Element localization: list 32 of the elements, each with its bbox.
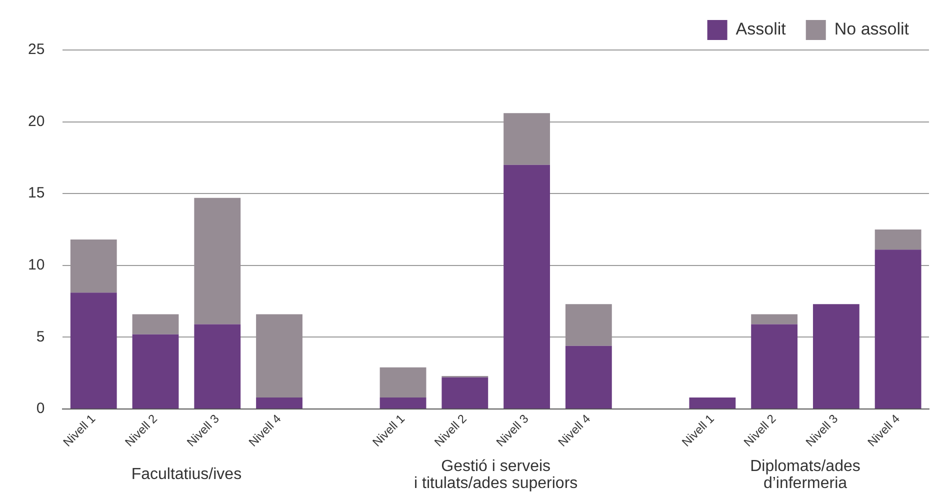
bar: [689, 398, 736, 408]
y-tick-label: 20: [28, 112, 45, 130]
y-tick-label: 10: [28, 256, 45, 274]
bar: [194, 198, 241, 324]
bar: [442, 377, 488, 408]
bar: [380, 398, 426, 408]
legend-label: Assolit: [736, 20, 786, 39]
y-tick-label: 15: [28, 184, 45, 202]
bar: [504, 164, 550, 408]
bar: [132, 334, 179, 408]
bar: [194, 324, 241, 408]
legend-label: No assolit: [834, 20, 910, 39]
bar: [504, 113, 550, 165]
bar: [874, 230, 922, 250]
bar: [565, 346, 612, 408]
y-tick-label: 25: [28, 41, 45, 58]
bar: [380, 367, 426, 398]
bar: [256, 314, 302, 398]
y-tick-label: 0: [36, 400, 45, 418]
bar: [874, 250, 922, 408]
bar: [565, 304, 612, 346]
bar: [132, 314, 179, 334]
bar: [751, 314, 798, 324]
bar: [812, 304, 860, 408]
text: Diplomats/ades d’infermeria: [750, 458, 860, 492]
bar: [256, 398, 302, 408]
bar: [70, 292, 117, 408]
text: Gestió i serveis i titulats/ades superiors: [414, 458, 578, 492]
text: Facultatius/ives: [131, 466, 242, 483]
bar: [751, 324, 798, 408]
bar: [70, 240, 117, 293]
y-tick-label: 5: [36, 328, 45, 346]
